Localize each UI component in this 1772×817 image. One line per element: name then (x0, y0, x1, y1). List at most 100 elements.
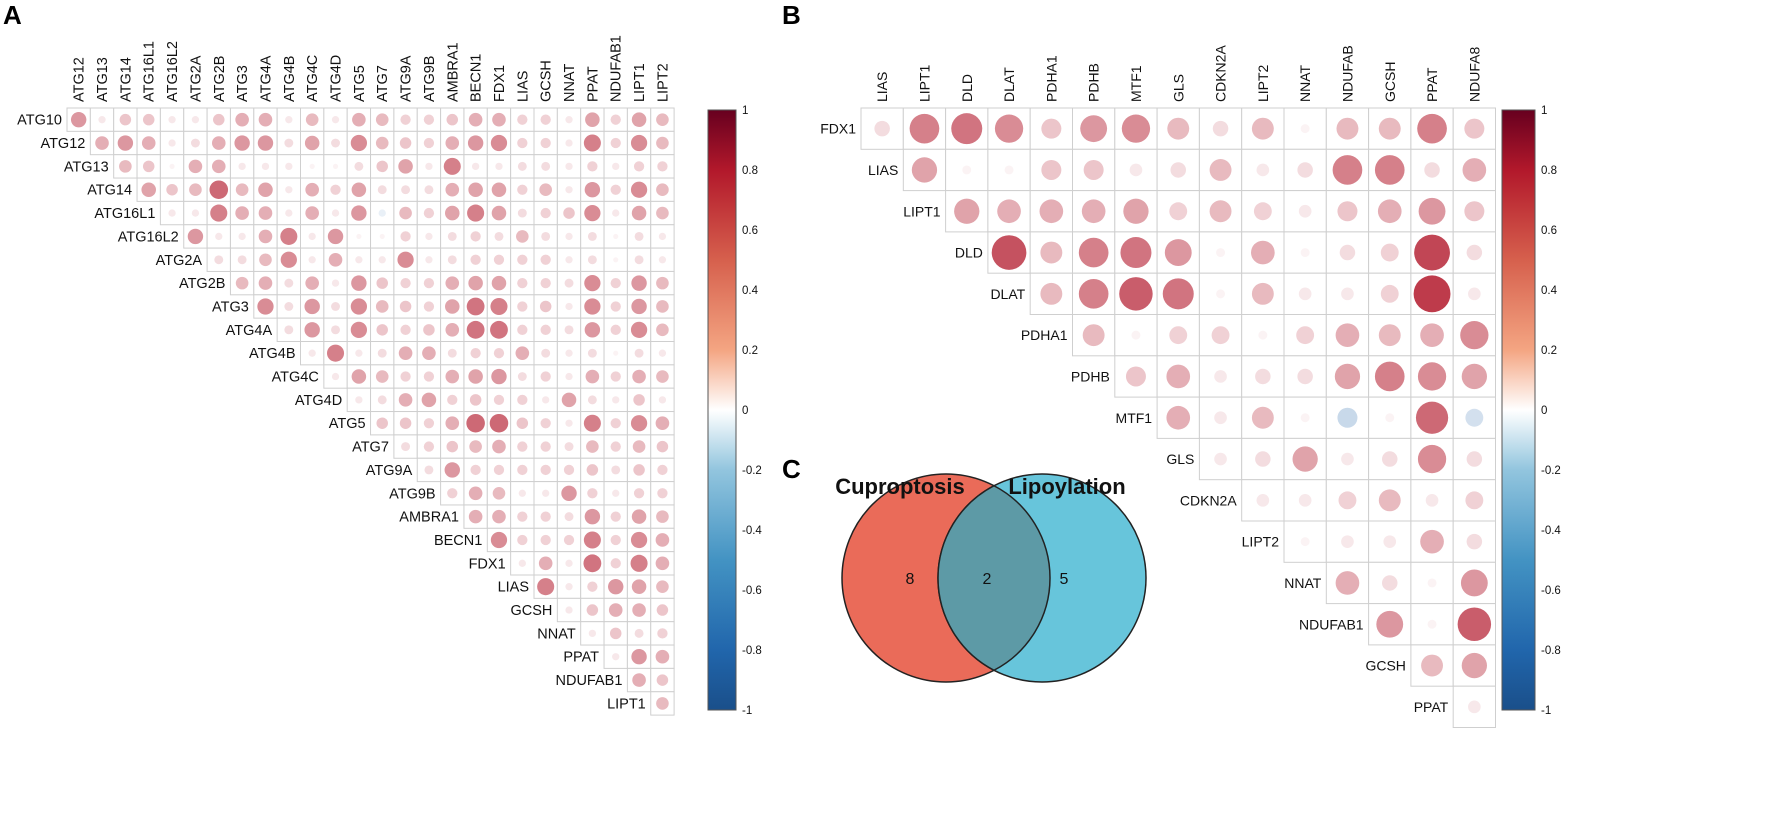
correlation-dot (1255, 368, 1271, 385)
row-label: ATG13 (64, 159, 109, 175)
correlation-dot (518, 489, 526, 497)
correlation-dot (423, 418, 435, 429)
correlation-dot (1337, 201, 1358, 222)
correlation-dot (378, 256, 386, 264)
correlation-dot (1461, 363, 1487, 390)
row-label: ATG10 (17, 113, 62, 129)
column-label: GCSH (539, 60, 555, 102)
correlation-dot (423, 137, 435, 149)
correlation-dot (356, 233, 362, 239)
row-label: FDX1 (820, 121, 856, 137)
correlation-dot (350, 134, 368, 152)
correlation-dot (332, 163, 339, 169)
correlation-dot (655, 533, 670, 547)
correlation-dot (565, 162, 573, 171)
correlation-dot (1464, 118, 1485, 139)
correlation-dot (351, 182, 367, 197)
correlation-dot (517, 254, 528, 265)
correlation-dot (1374, 155, 1405, 185)
correlation-dot (1300, 537, 1310, 547)
venn-intersection-count: 2 (983, 571, 992, 588)
column-label: LIPT1 (632, 63, 648, 102)
colorbar-tick-label: 0 (1541, 405, 1547, 417)
correlation-dot (1417, 444, 1447, 474)
column-label: LIPT2 (1255, 64, 1271, 102)
row-label: ATG4A (226, 323, 273, 339)
correlation-dot (447, 348, 457, 358)
correlation-dot (493, 464, 505, 476)
correlation-dot (610, 277, 621, 289)
colorbar-tick-label: -0.8 (742, 645, 762, 657)
correlation-dot (331, 138, 340, 148)
correlation-dot (1421, 654, 1444, 677)
correlation-dot (1253, 202, 1272, 221)
colorbar-tick-label: -0.8 (1541, 645, 1561, 657)
correlation-dot (1298, 287, 1312, 301)
correlation-dot (1382, 451, 1398, 467)
column-label: ATG16L1 (142, 41, 158, 102)
correlation-dot (398, 393, 413, 407)
correlation-dot (446, 440, 459, 453)
correlation-dot (991, 235, 1027, 270)
row-label: ATG4D (295, 393, 342, 409)
row-label: GCSH (1365, 658, 1405, 674)
colorbar-tick-label: -0.6 (1541, 585, 1561, 597)
correlation-dot (400, 114, 411, 125)
venn-lipoylation-title: Lipoylation (1008, 474, 1125, 499)
correlation-dot (1341, 452, 1354, 466)
column-label: GLS (1170, 74, 1186, 102)
row-label: PDHB (1071, 368, 1110, 384)
correlation-dot (612, 396, 620, 404)
row-label: ATG7 (352, 440, 389, 456)
correlation-dot (209, 180, 229, 199)
correlation-dot (285, 209, 293, 217)
correlation-dot (425, 232, 433, 241)
correlation-dot (542, 396, 550, 404)
correlation-dot (70, 111, 87, 128)
correlation-dot (634, 348, 644, 358)
correlation-dot (491, 368, 507, 385)
correlation-dot (1300, 248, 1310, 258)
correlation-dot (466, 320, 485, 339)
panel-a-label: A (3, 0, 22, 30)
correlation-dot (565, 559, 573, 567)
correlation-dot (1078, 237, 1109, 268)
row-label: MTF1 (1116, 410, 1153, 426)
correlation-dot (541, 161, 551, 171)
row-label: PDHA1 (1021, 327, 1068, 343)
correlation-dot (610, 371, 621, 382)
correlation-dot (305, 276, 319, 290)
correlation-dot (1251, 240, 1275, 265)
correlation-dot (400, 231, 411, 242)
colorbar-tick-label: 0.6 (1541, 225, 1557, 237)
correlation-dot (612, 489, 620, 497)
correlation-dot (309, 163, 315, 169)
column-label: ATG2A (188, 55, 204, 102)
correlation-dot (471, 162, 480, 171)
correlation-dot (1337, 407, 1358, 428)
correlation-dot (468, 182, 483, 197)
correlation-dot (305, 113, 319, 126)
correlation-dot (1334, 363, 1361, 390)
correlation-dot (331, 116, 340, 124)
correlation-dot (305, 182, 319, 197)
correlation-dot (444, 462, 460, 478)
row-label: ATG14 (87, 183, 132, 199)
correlation-dot (1466, 244, 1483, 261)
correlation-dot (612, 209, 620, 217)
correlation-dot (540, 511, 551, 522)
correlation-dot (542, 489, 550, 497)
correlation-dot (633, 488, 645, 499)
correlation-dot (633, 464, 645, 476)
correlation-dot (493, 348, 505, 359)
column-label: LIAS (515, 71, 531, 102)
correlation-dot (585, 369, 600, 384)
correlation-dot (492, 112, 506, 127)
correlation-dot (258, 276, 273, 290)
correlation-dot (470, 254, 481, 265)
correlation-dot (1167, 117, 1190, 140)
row-label: GCSH (510, 603, 552, 619)
venn-lipoylation-count: 5 (1060, 571, 1069, 588)
correlation-dot (1461, 652, 1487, 679)
correlation-dot (490, 531, 508, 549)
